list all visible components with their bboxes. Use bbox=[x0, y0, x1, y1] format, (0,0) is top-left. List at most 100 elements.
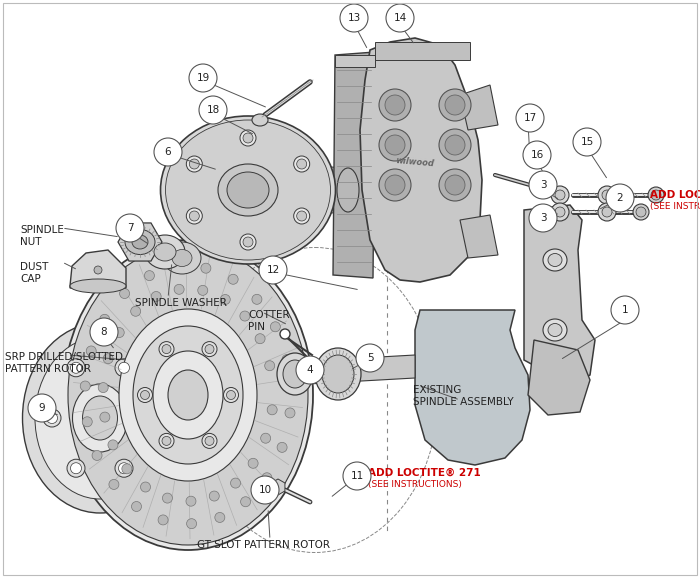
Circle shape bbox=[248, 458, 258, 468]
Circle shape bbox=[154, 138, 182, 166]
Text: 10: 10 bbox=[258, 485, 272, 495]
Circle shape bbox=[386, 4, 414, 32]
Ellipse shape bbox=[322, 355, 354, 393]
Ellipse shape bbox=[648, 187, 664, 203]
Circle shape bbox=[215, 513, 225, 523]
Text: COTTER
PIN: COTTER PIN bbox=[248, 310, 290, 332]
Circle shape bbox=[262, 473, 272, 483]
Text: 2: 2 bbox=[617, 193, 623, 203]
Ellipse shape bbox=[133, 326, 243, 464]
Circle shape bbox=[205, 436, 214, 446]
Ellipse shape bbox=[172, 250, 192, 266]
Circle shape bbox=[92, 450, 102, 461]
Circle shape bbox=[385, 135, 405, 155]
Circle shape bbox=[28, 394, 56, 422]
Circle shape bbox=[137, 387, 153, 402]
Ellipse shape bbox=[555, 207, 565, 217]
Circle shape bbox=[252, 294, 262, 305]
Ellipse shape bbox=[337, 168, 359, 212]
Circle shape bbox=[343, 462, 371, 490]
Ellipse shape bbox=[119, 309, 257, 481]
Circle shape bbox=[223, 387, 239, 402]
Text: EXISTING
SPINDLE ASSEMBLY: EXISTING SPINDLE ASSEMBLY bbox=[413, 385, 514, 406]
Text: SRP DRILLED/SLOTTED
PATTERN ROTOR: SRP DRILLED/SLOTTED PATTERN ROTOR bbox=[5, 352, 123, 373]
Polygon shape bbox=[528, 340, 590, 415]
Circle shape bbox=[109, 479, 119, 490]
Circle shape bbox=[385, 95, 405, 115]
Ellipse shape bbox=[63, 240, 313, 550]
Ellipse shape bbox=[165, 120, 330, 260]
Circle shape bbox=[277, 442, 287, 453]
Circle shape bbox=[94, 266, 102, 274]
Ellipse shape bbox=[163, 242, 201, 274]
Ellipse shape bbox=[153, 351, 223, 439]
Circle shape bbox=[71, 463, 81, 474]
Circle shape bbox=[122, 464, 132, 474]
Text: 11: 11 bbox=[351, 471, 363, 481]
Ellipse shape bbox=[543, 319, 567, 341]
Polygon shape bbox=[333, 52, 375, 278]
Ellipse shape bbox=[125, 229, 155, 254]
Ellipse shape bbox=[132, 235, 148, 249]
Text: 8: 8 bbox=[101, 327, 107, 337]
Circle shape bbox=[103, 354, 113, 364]
Circle shape bbox=[201, 263, 211, 273]
Circle shape bbox=[294, 156, 309, 172]
Ellipse shape bbox=[35, 337, 165, 499]
Circle shape bbox=[159, 342, 174, 357]
Circle shape bbox=[162, 436, 171, 446]
Circle shape bbox=[115, 460, 133, 477]
Circle shape bbox=[240, 234, 256, 250]
Circle shape bbox=[209, 491, 219, 501]
Text: 14: 14 bbox=[393, 13, 407, 23]
Circle shape bbox=[296, 356, 324, 384]
Circle shape bbox=[356, 344, 384, 372]
Polygon shape bbox=[524, 205, 595, 385]
Circle shape bbox=[199, 96, 227, 124]
Ellipse shape bbox=[277, 353, 313, 395]
Circle shape bbox=[265, 361, 274, 370]
Text: 19: 19 bbox=[197, 73, 209, 83]
Text: 5: 5 bbox=[367, 353, 373, 363]
Text: 16: 16 bbox=[531, 150, 544, 160]
Circle shape bbox=[573, 128, 601, 156]
Text: SPINDLE
NUT: SPINDLE NUT bbox=[20, 225, 64, 247]
Circle shape bbox=[379, 89, 411, 121]
Circle shape bbox=[282, 354, 292, 365]
Circle shape bbox=[162, 493, 172, 503]
Polygon shape bbox=[70, 250, 126, 288]
Text: SPINDLE WASHER: SPINDLE WASHER bbox=[135, 298, 227, 308]
Circle shape bbox=[116, 214, 144, 242]
Circle shape bbox=[144, 271, 155, 281]
Circle shape bbox=[445, 175, 465, 195]
Ellipse shape bbox=[22, 323, 178, 513]
Circle shape bbox=[259, 256, 287, 284]
Polygon shape bbox=[460, 215, 498, 258]
Circle shape bbox=[120, 288, 130, 299]
Polygon shape bbox=[290, 355, 415, 385]
Circle shape bbox=[139, 409, 157, 427]
Circle shape bbox=[90, 318, 118, 346]
Polygon shape bbox=[278, 164, 348, 216]
Text: 9: 9 bbox=[38, 403, 46, 413]
Circle shape bbox=[270, 322, 280, 332]
Text: 3: 3 bbox=[540, 213, 546, 223]
Text: ADD LOCTITE® 271: ADD LOCTITE® 271 bbox=[650, 190, 700, 200]
Circle shape bbox=[151, 291, 161, 302]
Circle shape bbox=[172, 262, 182, 272]
Ellipse shape bbox=[154, 243, 176, 261]
Circle shape bbox=[251, 476, 279, 504]
Circle shape bbox=[86, 346, 96, 356]
Circle shape bbox=[523, 141, 551, 169]
Text: 6: 6 bbox=[164, 147, 172, 157]
Text: 13: 13 bbox=[347, 13, 360, 23]
Ellipse shape bbox=[551, 186, 569, 204]
Ellipse shape bbox=[70, 279, 126, 293]
Circle shape bbox=[189, 159, 199, 169]
Circle shape bbox=[99, 314, 110, 324]
Circle shape bbox=[132, 502, 141, 512]
Circle shape bbox=[240, 130, 256, 146]
Circle shape bbox=[529, 171, 557, 199]
Circle shape bbox=[439, 169, 471, 201]
Ellipse shape bbox=[283, 360, 307, 388]
